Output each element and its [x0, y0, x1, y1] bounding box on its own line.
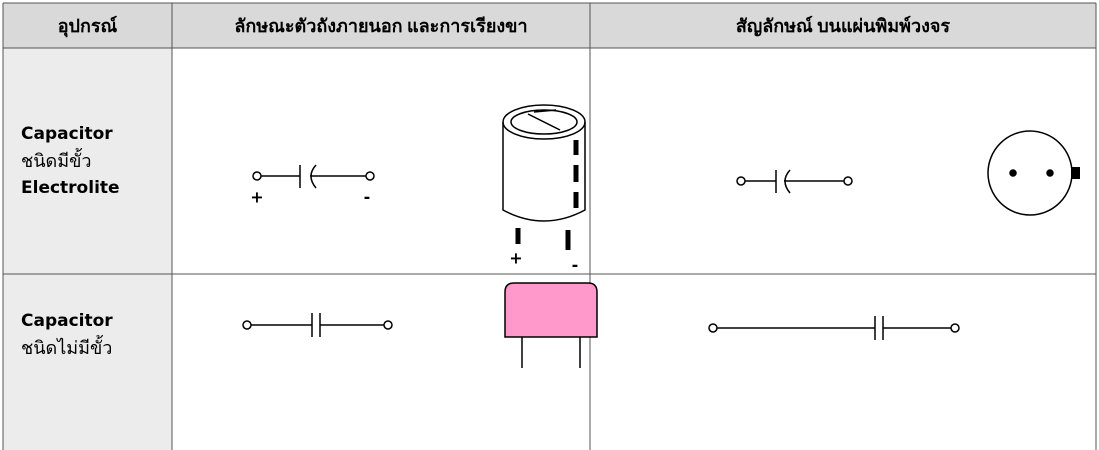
header-cell: ลักษณะตัวถังภายนอก และการเรียงขา: [172, 3, 590, 48]
header-text: ลักษณะตัวถังภายนอก และการเรียงขา: [234, 16, 528, 36]
polarity-label: +: [509, 249, 522, 268]
name-line: Capacitor: [21, 311, 113, 331]
name-line: ชนิดมีขั้ว: [21, 150, 92, 171]
header-text: สัญลักษณ์ บนแผ่นพิมพ์วงจร: [735, 16, 951, 36]
electrolytic-body: [502, 104, 586, 250]
header-text: อุปกรณ์: [57, 16, 118, 36]
pcb-footprint: [987, 130, 1080, 216]
name-line: Capacitor: [21, 123, 113, 144]
nonpolar-cap-symbol: [242, 313, 393, 337]
ceramic-body: [504, 282, 598, 368]
header-cell: สัญลักษณ์ บนแผ่นพิมพ์วงจร: [590, 3, 1096, 48]
polarity-label: +: [250, 188, 263, 207]
polar-cap-symbol: [736, 169, 853, 194]
polarity-label: -: [572, 256, 579, 275]
name-cell: Capacitor ชนิดมีขั้ว Electrolite: [3, 48, 172, 274]
polar-cap-symbol: [252, 164, 375, 189]
nonpolar-cap-symbol: [708, 316, 960, 340]
name-cell: Capacitor ชนิดไม่มีขั้ว: [3, 274, 172, 450]
name-line: ชนิดไม่มีขั้ว: [21, 338, 113, 358]
name-line: Electrolite: [21, 177, 120, 198]
polarity-label: -: [364, 188, 371, 207]
header-cell: อุปกรณ์: [3, 3, 172, 48]
